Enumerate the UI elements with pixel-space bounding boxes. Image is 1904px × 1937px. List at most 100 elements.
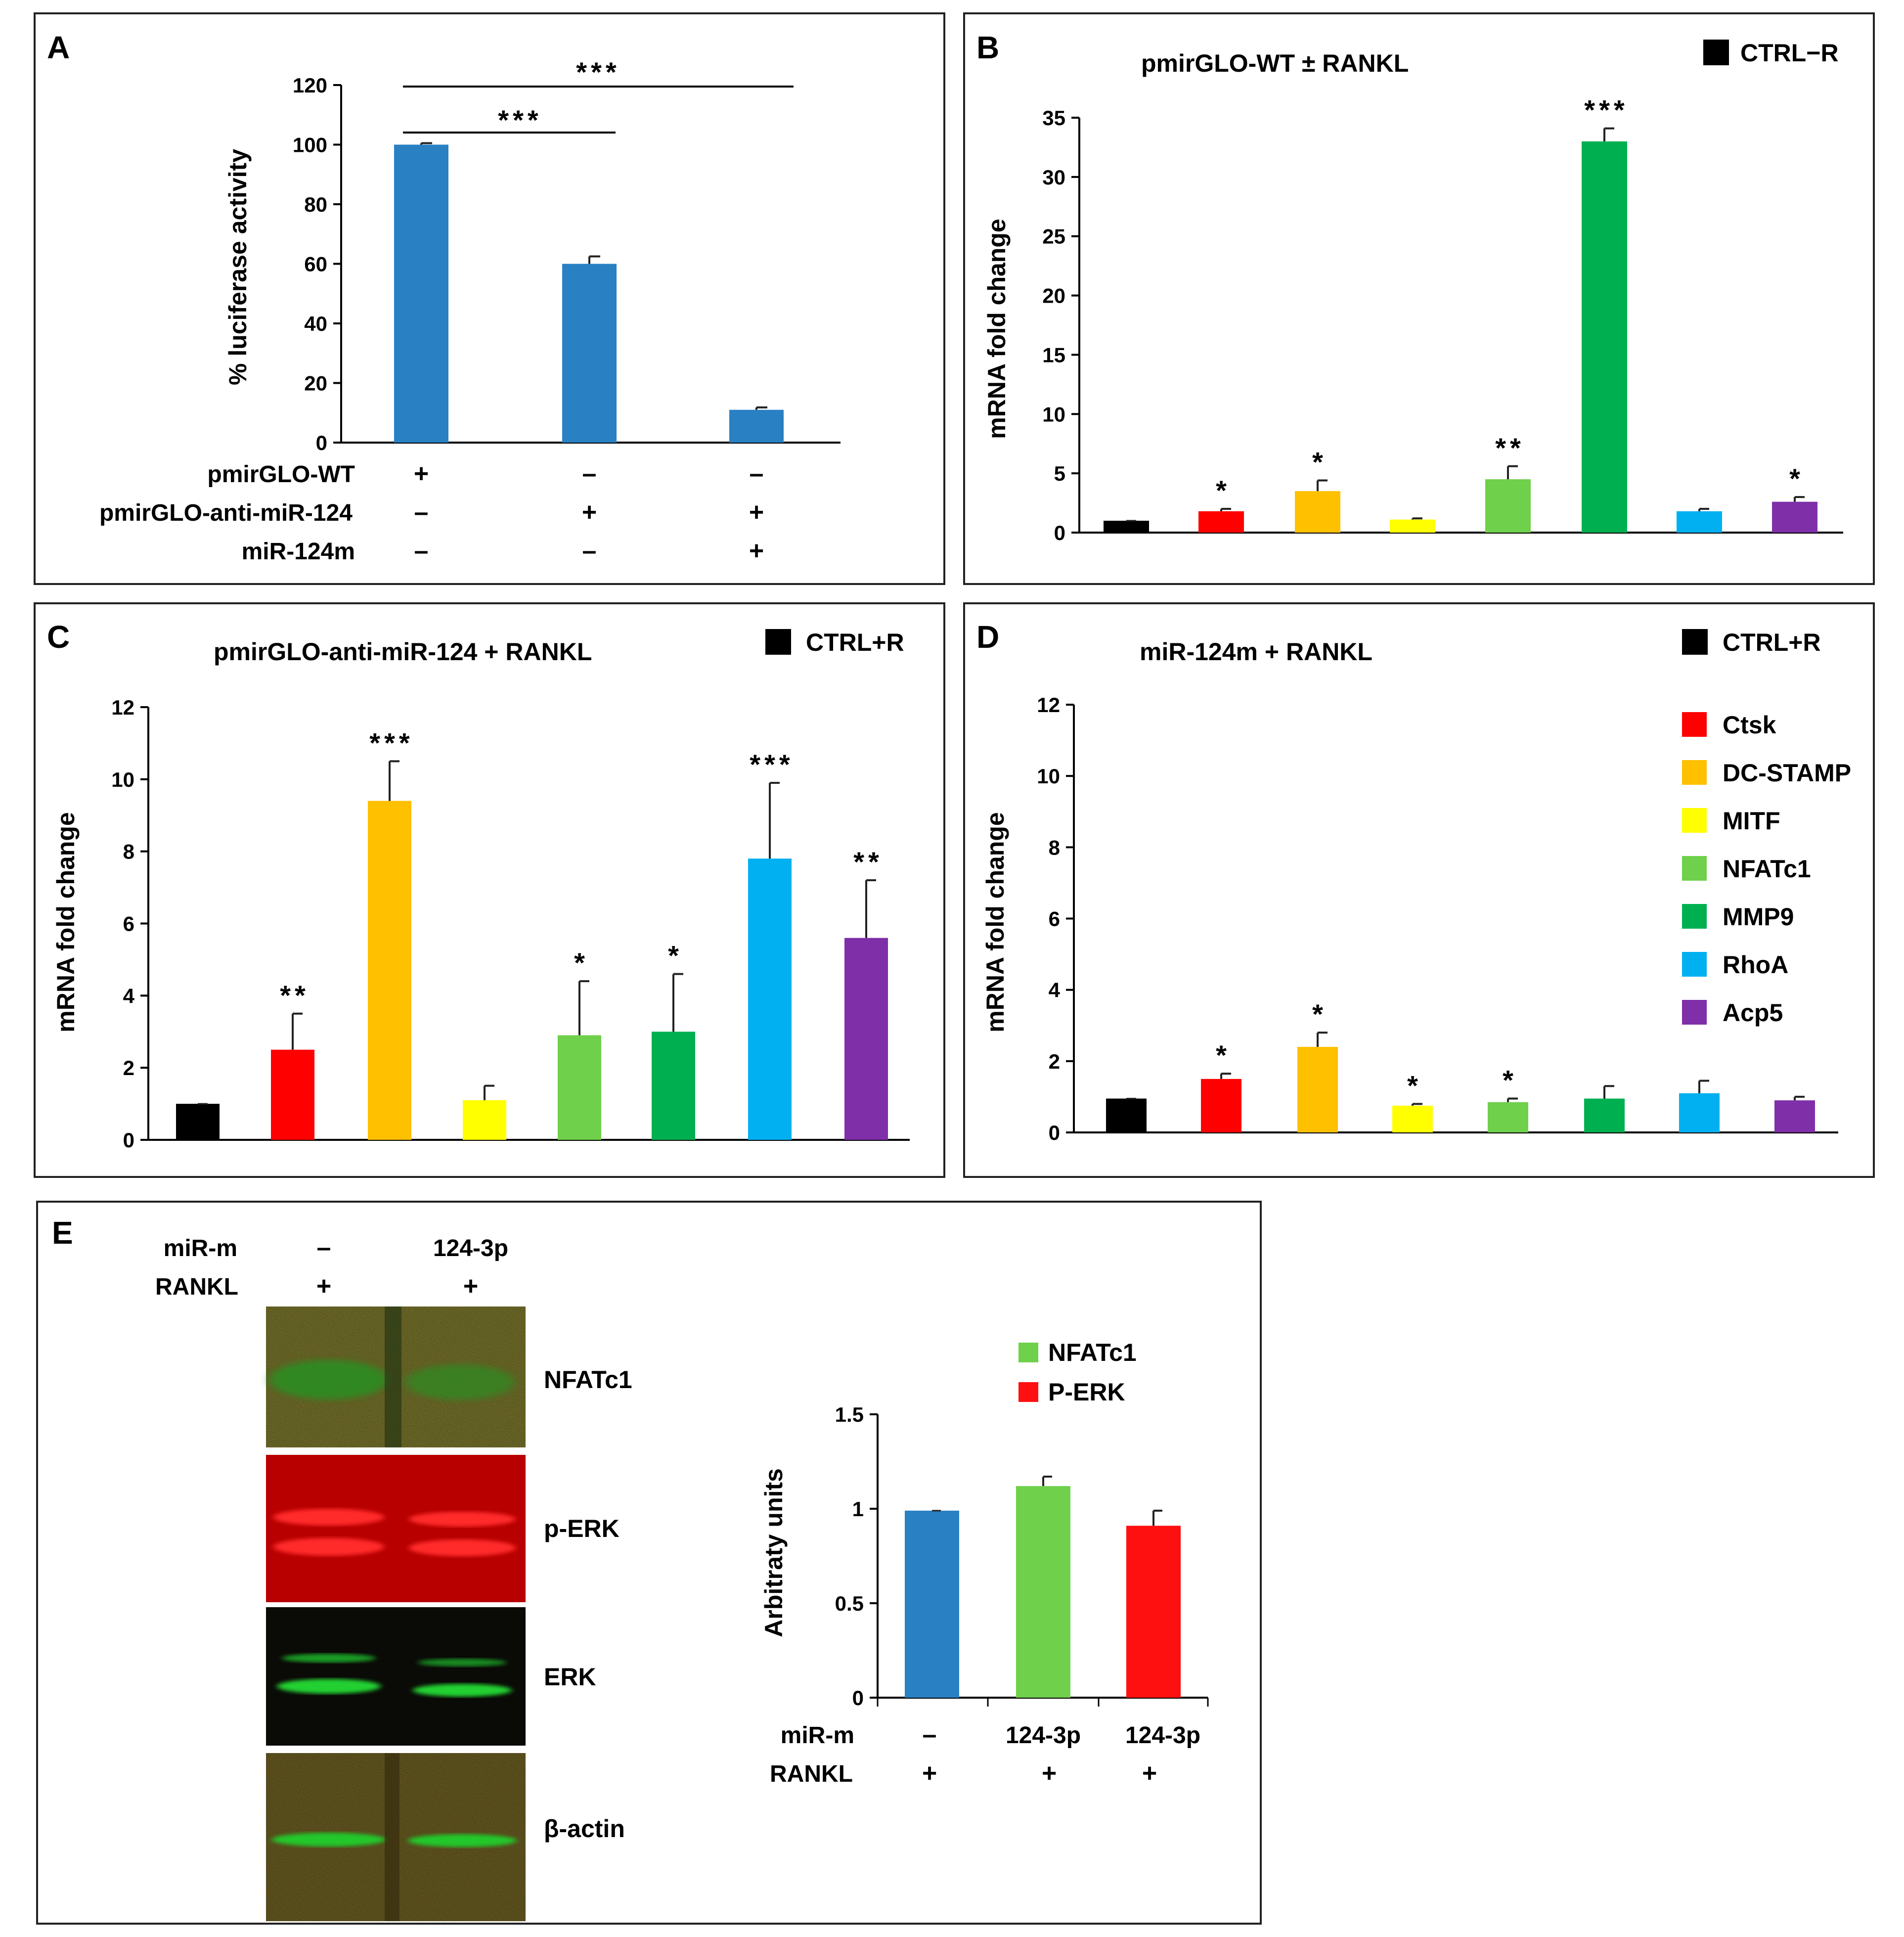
- y-tick-label: 20: [304, 372, 327, 395]
- bar: [748, 858, 792, 1140]
- significance-marker: *: [1216, 475, 1231, 506]
- bar: [652, 1032, 695, 1140]
- panel-c-label: C: [47, 619, 70, 655]
- y-tick-label: 80: [304, 193, 327, 216]
- panel-c-frame: [34, 602, 945, 1178]
- legend-label-acp5: Acp5: [1723, 999, 1783, 1027]
- panel-b-frame: [963, 12, 1875, 585]
- y-tick-label: 0: [316, 431, 327, 454]
- western-blot: [266, 1306, 526, 1921]
- legend-label-rhoa: RhoA: [1723, 951, 1788, 979]
- significance-marker: *: [1789, 463, 1804, 494]
- chart-panel-d: 0 2 4 6 8 10 12 * * * *: [1037, 693, 1838, 1144]
- blot-header: miR-m RANKL – 124-3p + +: [155, 1233, 508, 1301]
- panel-c-ylabel: mRNA fold change: [52, 812, 80, 1032]
- significance-marker: ***: [1584, 94, 1628, 126]
- significance-marker: *: [574, 947, 589, 978]
- y-tick-label: 1.5: [835, 1403, 864, 1426]
- y-tick-label: 10: [111, 768, 134, 791]
- bar: [1677, 511, 1722, 533]
- bar: [1198, 511, 1244, 533]
- sig-bracket-label: ***: [576, 56, 620, 88]
- panel-d-title: miR-124m + RANKL: [1140, 638, 1373, 666]
- y-tick-label: 5: [1054, 462, 1065, 485]
- legend-label-p-erk-e: P-ERK: [1048, 1378, 1125, 1406]
- panel-c-title: pmirGLO-anti-miR-124 + RANKL: [214, 638, 592, 666]
- y-tick-label: 0.5: [835, 1592, 864, 1615]
- bar: [1016, 1486, 1070, 1698]
- panel-b-label: B: [976, 30, 999, 65]
- bar: [562, 264, 617, 443]
- condition-name: miR-124m: [242, 539, 355, 565]
- bar: [1201, 1079, 1241, 1132]
- y-tick-label: 20: [1042, 284, 1065, 308]
- y-tick-label: 6: [123, 912, 134, 936]
- chart-panel-a: 0 20 40 60 80 100 120: [293, 74, 841, 454]
- blot-beta-actin: [266, 1753, 526, 1921]
- blot-label-beta-actin: β-actin: [544, 1815, 625, 1843]
- legend-swatch-dc-stamp: [1682, 760, 1707, 785]
- condition-name: pmirGLO-anti-miR-124: [99, 500, 353, 526]
- sig-bracket-label: ***: [498, 104, 542, 135]
- y-tick-label: 4: [123, 984, 135, 1007]
- condition-sign: –: [414, 537, 429, 565]
- significance-marker: *: [1312, 447, 1327, 478]
- legend-label-nfatc1-e: NFATc1: [1048, 1339, 1137, 1366]
- bar: [558, 1035, 601, 1140]
- legend-swatch-nfatc1: [1682, 856, 1707, 881]
- significance-marker: ***: [369, 727, 413, 758]
- bar: [1488, 1102, 1528, 1132]
- bar: [1104, 521, 1149, 533]
- condition-sign: +: [414, 459, 429, 488]
- condition-sign: –: [750, 459, 764, 488]
- legend-label-dc-stamp: DC-STAMP: [1723, 759, 1851, 787]
- y-tick-label: 0: [123, 1128, 134, 1152]
- panel-e-frame: [36, 1201, 1262, 1925]
- y-tick-label: 4: [1049, 979, 1061, 1002]
- bar: [729, 409, 784, 443]
- condition-sign: +: [749, 498, 764, 527]
- bar: [1774, 1100, 1815, 1132]
- panel-a-frame: [34, 12, 945, 585]
- blot-header-value: +: [316, 1272, 331, 1301]
- bar: [844, 938, 888, 1140]
- y-tick-label: 2: [123, 1056, 134, 1080]
- y-tick-label: 0: [1049, 1121, 1060, 1144]
- condition-sign: +: [582, 498, 597, 527]
- panel-b-title: pmirGLO-WT ± RANKL: [1141, 49, 1409, 77]
- legend-swatch-acp5: [1682, 1000, 1707, 1025]
- legend-swatch-ctrl-b: [1703, 40, 1729, 65]
- panel-d-label: D: [976, 619, 999, 655]
- significance-marker: *: [1216, 1039, 1231, 1071]
- condition-sign: –: [582, 537, 597, 565]
- blot-label-p-erk: p-ERK: [544, 1515, 620, 1542]
- bar: [1106, 1098, 1147, 1132]
- condition-sign: +: [922, 1759, 937, 1788]
- y-tick-label: 10: [1037, 765, 1060, 788]
- significance-marker: **: [280, 980, 310, 1011]
- significance-marker: *: [1312, 998, 1327, 1030]
- blot-nfatc1: [266, 1306, 526, 1447]
- significance-marker: **: [853, 846, 883, 877]
- y-tick-label: 60: [304, 253, 327, 276]
- legend-label-mmp9: MMP9: [1723, 903, 1794, 931]
- legend-swatch-ctrl-d: [1682, 629, 1708, 655]
- blot-label-erk: ERK: [544, 1663, 596, 1691]
- y-tick-label: 25: [1042, 225, 1065, 248]
- legend-swatch-mmp9: [1682, 904, 1707, 929]
- y-tick-label: 12: [1037, 693, 1060, 717]
- condition-sign: –: [414, 498, 429, 527]
- condition-sign: –: [582, 459, 597, 488]
- y-tick-label: 40: [304, 312, 327, 335]
- blot-p-erk: [266, 1455, 526, 1602]
- bar: [1390, 519, 1435, 533]
- panel-a-label: A: [47, 30, 70, 65]
- legend-label-mitf: MITF: [1723, 807, 1780, 835]
- blot-header-name: RANKL: [155, 1274, 238, 1300]
- bar: [1582, 141, 1627, 533]
- gene-legend: Ctsk DC-STAMP MITF NFATc1 MMP9 RhoA Acp5: [1682, 711, 1851, 1027]
- y-tick-label: 0: [1054, 521, 1065, 544]
- panel-d-ylabel: mRNA fold change: [981, 812, 1009, 1032]
